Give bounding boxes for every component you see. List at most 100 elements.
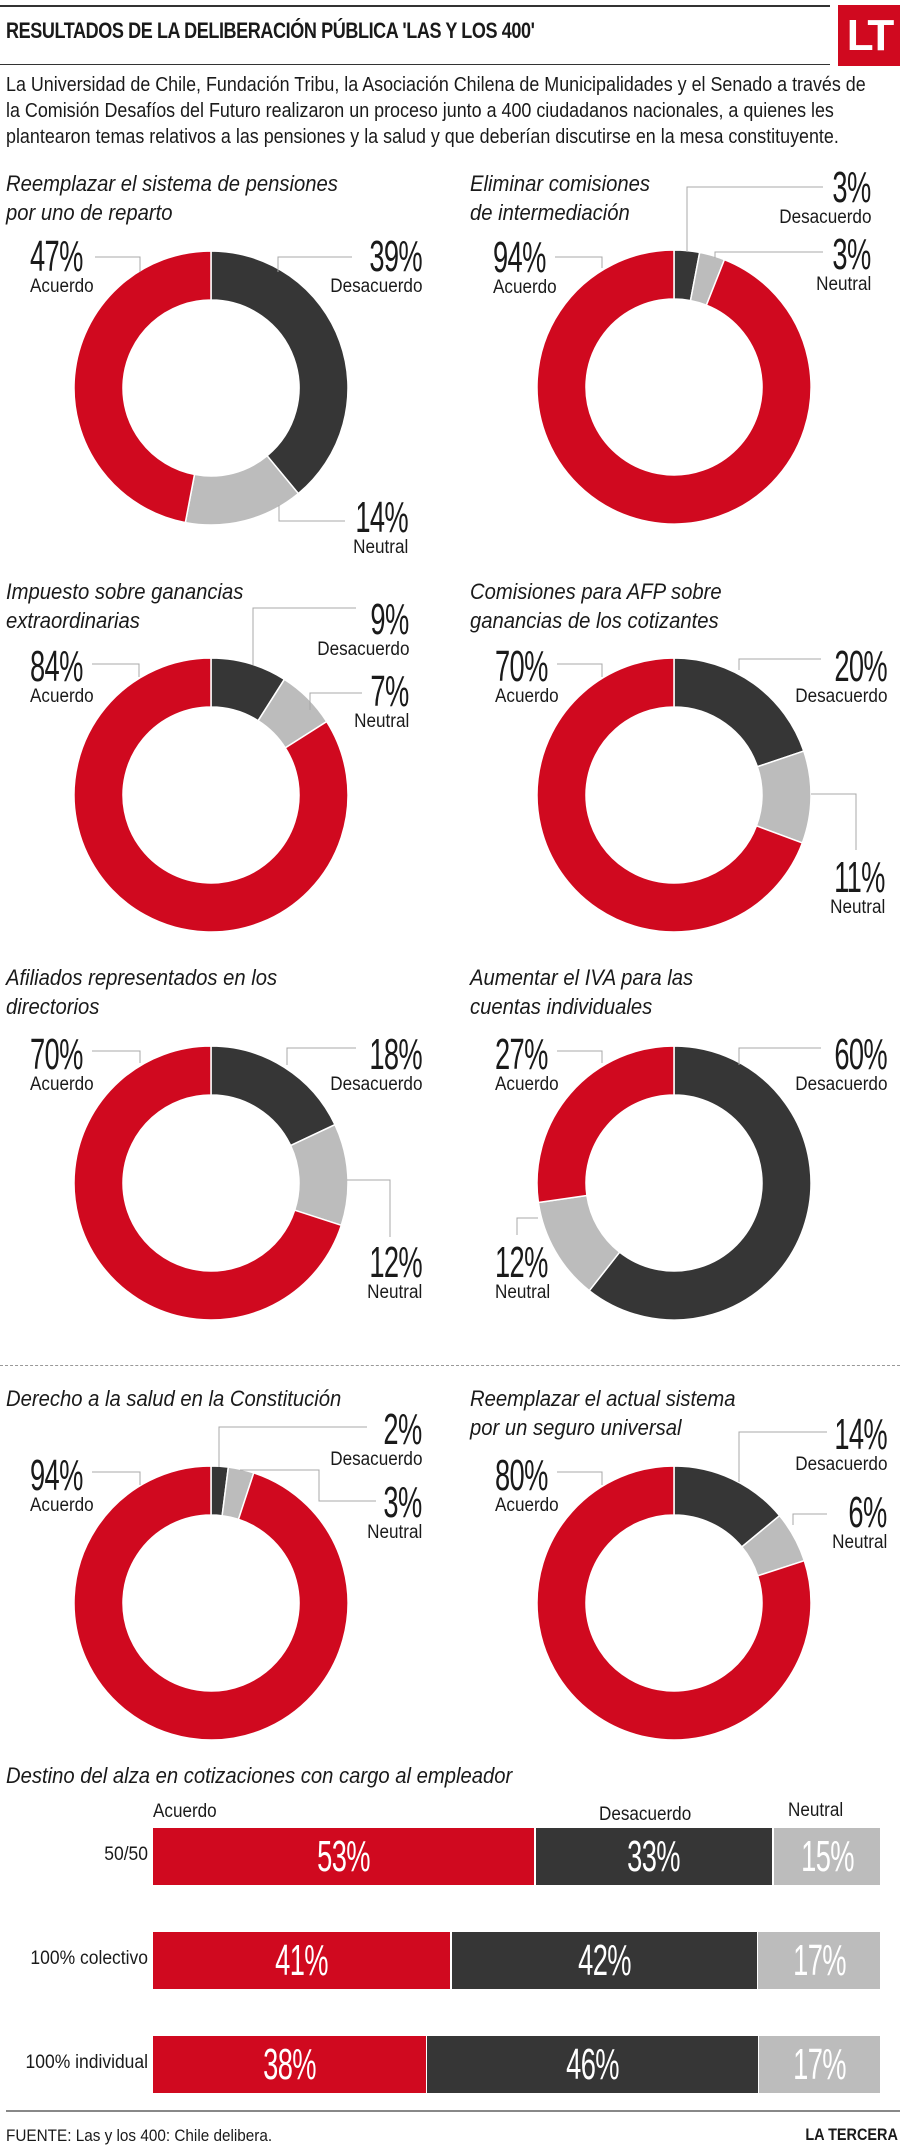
leader-line — [811, 793, 857, 850]
leader-line — [95, 256, 141, 272]
category-label: Neutral — [495, 1282, 551, 1303]
row-label: 100% individual — [25, 2052, 148, 2073]
bar-value-label: 42% — [577, 1936, 631, 1985]
page-title: RESULTADOS DE LA DELIBERACIÓN PÚBLICA 'L… — [6, 18, 535, 43]
source-note: FUENTE: Las y los 400: Chile delibera. — [6, 2126, 273, 2145]
bar-segment-desacuerdo: 46% — [427, 2036, 758, 2093]
donut-slice-acuerdo — [536, 249, 812, 525]
bar-segment-acuerdo: 53% — [153, 1828, 535, 1885]
donut-slice-acuerdo — [536, 1045, 675, 1204]
value-label: 39% — [369, 232, 422, 281]
leader-line — [218, 1426, 367, 1467]
intro-paragraph: La Universidad de Chile, Fundación Tribu… — [6, 72, 900, 150]
category-label: Desacuerdo — [316, 639, 409, 660]
bar-value-label: 38% — [263, 2040, 316, 2089]
value-label: 20% — [834, 642, 887, 691]
leader-line — [309, 692, 362, 710]
donut-slice-acuerdo — [73, 657, 349, 933]
leader-line — [516, 1217, 538, 1235]
category-label: Desacuerdo — [329, 1449, 422, 1470]
donut-slice-acuerdo — [73, 1465, 349, 1741]
bar-segment-neutral: 17% — [759, 2036, 881, 2093]
leader-line — [792, 1513, 827, 1525]
leader-line — [277, 256, 352, 272]
bar-segment-desacuerdo: 33% — [535, 1828, 773, 1885]
value-label: 84% — [30, 642, 83, 691]
value-label: 94% — [493, 233, 546, 282]
leader-line — [92, 1050, 141, 1063]
bar-value-label: 17% — [792, 1936, 846, 1985]
donut-slice-acuerdo — [73, 250, 212, 524]
value-label: 18% — [369, 1030, 422, 1079]
value-label: 47% — [30, 232, 83, 281]
value-label: 27% — [495, 1030, 548, 1079]
chart-title: Comisiones para AFP sobre ganancias de l… — [470, 579, 722, 633]
chart-title: Eliminar comisiones de intermediación — [470, 171, 650, 225]
series-label: Acuerdo — [153, 1801, 217, 1822]
donut-slice-acuerdo — [536, 1465, 812, 1741]
section-divider — [0, 1365, 900, 1366]
bar-value-label: 15% — [800, 1832, 854, 1881]
category-label: Neutral — [353, 711, 409, 732]
brand-name: LA TERCERA — [805, 2125, 898, 2144]
category-label: Neutral — [366, 1522, 422, 1543]
top-rule — [0, 5, 830, 7]
leader-line — [240, 1469, 376, 1502]
la-tercera-logo: LT — [838, 5, 900, 66]
series-label: Desacuerdo — [599, 1804, 692, 1825]
value-label: 70% — [30, 1030, 83, 1079]
value-label: 14% — [355, 493, 408, 542]
row-label: 100% colectivo — [30, 1948, 148, 1969]
value-label: 12% — [369, 1238, 422, 1287]
category-label: Neutral — [815, 274, 871, 295]
leader-line — [557, 1471, 603, 1485]
intro-line: plantearon temas relativos a las pension… — [6, 126, 839, 148]
leader-line — [278, 505, 345, 522]
leader-line — [252, 607, 356, 665]
series-label: Neutral — [788, 1800, 844, 1821]
leader-line — [347, 1179, 391, 1237]
intro-line: La Universidad de Chile, Fundación Tribu… — [6, 74, 866, 96]
donut-slice-desacuerdo — [210, 1045, 336, 1147]
footer-rule — [6, 2110, 900, 2112]
leader-line — [714, 251, 823, 258]
category-label: Acuerdo — [493, 277, 557, 298]
intro-line: la Comisión Desafíos del Futuro realizar… — [6, 100, 834, 122]
bar-value-label: 46% — [566, 2040, 619, 2089]
category-label: Desacuerdo — [794, 1454, 887, 1475]
leader-line — [555, 256, 603, 268]
bar-value-label: 53% — [317, 1832, 370, 1881]
value-label: 3% — [832, 230, 872, 279]
value-label: 94% — [30, 1451, 83, 1500]
category-label: Desacuerdo — [329, 1074, 422, 1095]
value-label: 80% — [495, 1451, 548, 1500]
donut-charts — [73, 186, 857, 1741]
chart-title: Aumentar el IVA para las cuentas individ… — [470, 965, 694, 1019]
leader-line — [738, 1047, 821, 1065]
value-label: 70% — [495, 642, 548, 691]
leader-line — [286, 1047, 356, 1065]
category-label: Acuerdo — [30, 276, 94, 297]
category-label: Desacuerdo — [794, 686, 887, 707]
bar-value-label: 41% — [275, 1936, 329, 1985]
leader-line — [738, 1431, 827, 1482]
row-label: 50/50 — [104, 1844, 148, 1865]
category-label: Neutral — [366, 1282, 422, 1303]
value-label: 60% — [834, 1030, 887, 1079]
category-label: Acuerdo — [30, 1495, 94, 1516]
leader-line — [557, 1050, 603, 1063]
category-label: Acuerdo — [495, 1495, 559, 1516]
value-label: 7% — [370, 667, 410, 716]
category-label: Acuerdo — [30, 1074, 94, 1095]
category-label: Acuerdo — [495, 686, 559, 707]
value-label: 9% — [370, 595, 410, 644]
category-label: Desacuerdo — [778, 207, 871, 228]
category-label: Desacuerdo — [794, 1074, 887, 1095]
bar-value-label: 33% — [627, 1832, 681, 1881]
leader-line — [92, 663, 140, 677]
category-label: Neutral — [829, 897, 885, 918]
category-label: Neutral — [352, 537, 408, 558]
leader-line — [686, 186, 823, 252]
value-label: 6% — [848, 1488, 888, 1537]
leader-line — [557, 663, 603, 677]
